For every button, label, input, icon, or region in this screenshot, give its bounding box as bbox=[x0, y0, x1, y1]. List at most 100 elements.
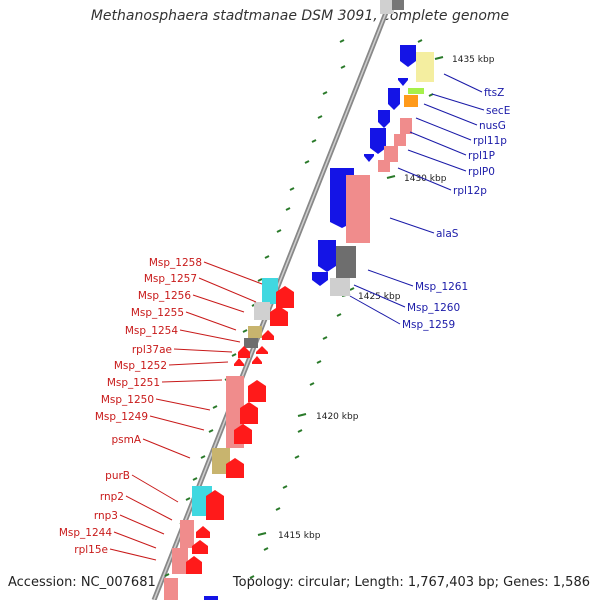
kbp-tick bbox=[339, 39, 345, 43]
gene-block bbox=[416, 52, 434, 82]
gene-block-forward bbox=[276, 286, 294, 308]
gene-label-rpl11p: rpl11p bbox=[473, 135, 507, 147]
kbp-tick bbox=[336, 313, 342, 317]
gene-label-Msp_1257: Msp_1257 bbox=[144, 273, 197, 285]
kbp-tick bbox=[316, 360, 322, 364]
gene-block-forward bbox=[206, 490, 224, 520]
kbp-tick bbox=[208, 429, 214, 433]
kbp-tick bbox=[275, 507, 281, 511]
gene-block bbox=[330, 278, 350, 296]
gene-block-forward bbox=[196, 526, 210, 538]
kbp-tick bbox=[417, 39, 423, 43]
gene-block-reverse bbox=[370, 128, 386, 154]
gene-label-rnp2: rnp2 bbox=[100, 491, 124, 503]
gene-label-psmA: psmA bbox=[111, 434, 141, 446]
gene-features bbox=[164, 0, 434, 600]
leader-line bbox=[161, 379, 223, 383]
kbp-tick bbox=[282, 485, 288, 489]
kbp-tick bbox=[263, 547, 269, 551]
gene-block-reverse bbox=[378, 110, 390, 128]
leader-line bbox=[131, 474, 179, 503]
label-leader-lines bbox=[109, 73, 485, 561]
gene-block-reverse bbox=[318, 240, 336, 272]
gene-block-reverse bbox=[398, 78, 408, 86]
gene-label-rplP0: rplP0 bbox=[468, 166, 495, 178]
gene-label-rnp3: rnp3 bbox=[94, 510, 118, 522]
gene-label-rpl1P: rpl1P bbox=[468, 150, 495, 162]
leader-line bbox=[349, 295, 401, 325]
gene-label-Msp_1260: Msp_1260 bbox=[407, 302, 460, 314]
right-gene-labels: ftsZ secE nusG rpl11p rpl1P rplP0 rpl12p alaS Ms… bbox=[402, 87, 510, 331]
gene-label-rpl12p: rpl12p bbox=[453, 185, 487, 197]
gene-block-forward bbox=[256, 346, 268, 354]
leader-line bbox=[142, 438, 191, 459]
leader-line bbox=[409, 131, 467, 156]
gene-label-Msp_1258: Msp_1258 bbox=[149, 257, 202, 269]
gene-label-rpl15e: rpl15e bbox=[74, 544, 108, 556]
gene-label-secE: secE bbox=[486, 105, 510, 117]
kbp-tick bbox=[285, 207, 291, 211]
kbp-tick bbox=[257, 278, 263, 282]
kbp-tick bbox=[311, 139, 317, 143]
gene-block-reverse bbox=[400, 45, 416, 67]
gene-block-forward bbox=[240, 402, 258, 424]
gene-block-reverse bbox=[312, 272, 328, 286]
leader-line bbox=[119, 514, 165, 535]
kbp-label: 1435 kbp bbox=[452, 55, 495, 65]
gene-block-forward bbox=[262, 330, 274, 340]
gene-label-Msp_1249: Msp_1249 bbox=[95, 411, 148, 423]
leader-line bbox=[192, 294, 245, 313]
kbp-tick bbox=[231, 353, 237, 357]
leader-line bbox=[173, 348, 233, 353]
kbp-major-tick bbox=[386, 175, 396, 179]
genome-title: Methanosphaera stadtmanae DSM 3091, comp… bbox=[90, 8, 510, 24]
gene-block-reverse bbox=[388, 88, 400, 110]
gene-label-nusG: nusG bbox=[479, 120, 506, 132]
gene-block bbox=[384, 146, 398, 162]
gene-block-forward bbox=[252, 356, 262, 364]
kbp-tick bbox=[317, 115, 323, 119]
kbp-major-tick bbox=[434, 56, 444, 60]
gene-block bbox=[244, 338, 258, 348]
kbp-tick bbox=[212, 405, 218, 409]
leader-line bbox=[407, 149, 467, 172]
kbp-tick bbox=[322, 91, 328, 95]
genome-summary: Topology: circular; Length: 1,767,403 bp… bbox=[232, 575, 590, 590]
gene-block bbox=[380, 0, 394, 14]
kbp-major-tick bbox=[257, 532, 267, 536]
gene-block bbox=[394, 134, 406, 146]
left-gene-labels: Msp_1258 Msp_1257 Msp_1256 Msp_1255 Msp_1254… bbox=[59, 257, 202, 556]
gene-block-forward bbox=[234, 358, 244, 366]
kbp-tick bbox=[322, 336, 328, 340]
gene-label-rpl37ae: rpl37ae bbox=[132, 344, 172, 356]
kbp-tick bbox=[192, 477, 198, 481]
gene-label-purB: purB bbox=[105, 470, 130, 482]
leader-line bbox=[185, 311, 237, 331]
accession-label: Accession: NC_007681 bbox=[8, 575, 156, 590]
kbp-tick bbox=[340, 65, 346, 69]
leader-line bbox=[113, 531, 157, 549]
gene-block bbox=[408, 88, 424, 94]
gene-block bbox=[336, 246, 356, 278]
kbp-tick bbox=[242, 329, 248, 333]
gene-block-reverse bbox=[364, 154, 374, 162]
gene-label-Msp_1250: Msp_1250 bbox=[101, 394, 154, 406]
gene-label-Msp_1261: Msp_1261 bbox=[415, 281, 468, 293]
kbp-tick bbox=[304, 160, 310, 164]
gene-label-Msp_1252: Msp_1252 bbox=[114, 360, 167, 372]
gene-block bbox=[262, 278, 278, 304]
gene-block-forward bbox=[234, 424, 252, 444]
gene-block bbox=[378, 160, 390, 172]
kbp-major-tick bbox=[297, 413, 307, 417]
leader-line bbox=[397, 167, 452, 191]
gene-block bbox=[392, 0, 404, 10]
gene-block-forward bbox=[192, 540, 208, 554]
leader-line bbox=[415, 117, 472, 141]
leader-line bbox=[431, 93, 485, 111]
gene-block bbox=[172, 548, 188, 574]
gene-block bbox=[164, 578, 178, 600]
gene-block bbox=[346, 175, 370, 243]
kbp-tick bbox=[309, 382, 315, 386]
leader-line bbox=[149, 415, 205, 431]
